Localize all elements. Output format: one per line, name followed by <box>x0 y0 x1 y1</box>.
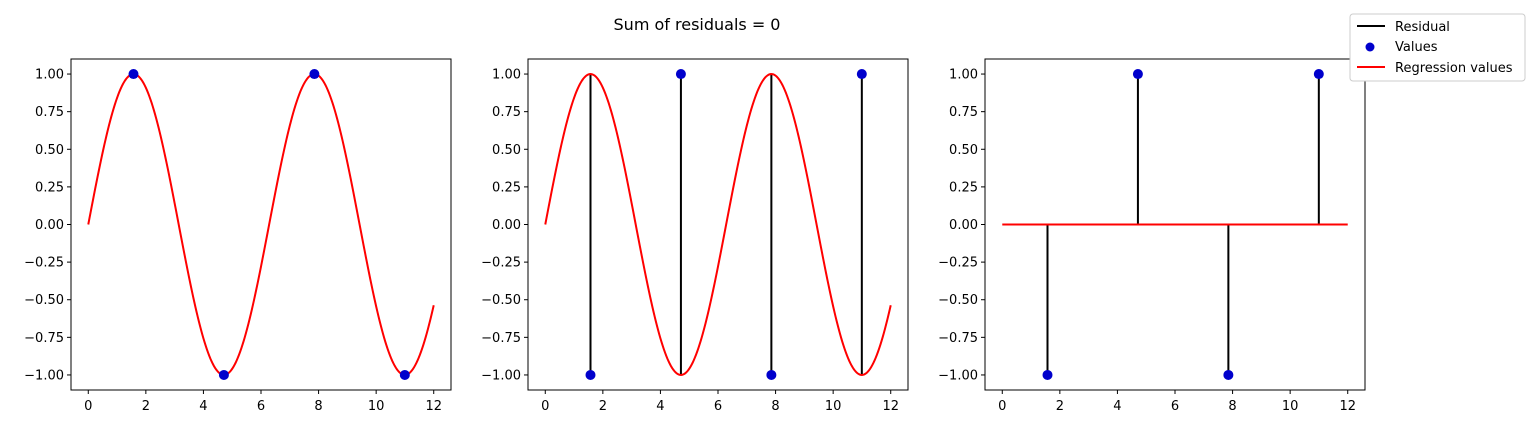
y-tick-label: −0.50 <box>938 293 978 308</box>
y-tick-label: −0.25 <box>24 256 64 271</box>
y-tick-label: 0.00 <box>949 218 978 233</box>
legend-label-values: Values <box>1395 40 1438 55</box>
regression-curve <box>544 73 892 376</box>
data-point <box>856 69 867 80</box>
y-tick-label: −1.00 <box>481 368 521 383</box>
y-tick-label: −1.00 <box>938 368 978 383</box>
subplot-3: 0 2 4 6 8 10 12 −1.00 −0.75 −0.50 −0.25 0.00 0.25 0.5… <box>938 58 1366 414</box>
x-tick-label: 6 <box>1171 399 1179 414</box>
x-tick-label: 6 <box>714 399 722 414</box>
y-tick-label: −0.50 <box>24 293 64 308</box>
y-tick-label: 1.00 <box>949 68 978 83</box>
y-tick-label: 0.00 <box>492 218 521 233</box>
x-tick-label: 2 <box>142 399 150 414</box>
data-point <box>1042 369 1053 380</box>
data-point <box>766 369 777 380</box>
x-tick-label: 4 <box>199 399 207 414</box>
data-point <box>1132 69 1143 80</box>
legend-label-regression: Regression values <box>1395 61 1513 76</box>
data-point <box>128 69 139 80</box>
y-tick-label: −0.75 <box>938 331 978 346</box>
x-tick-label: 0 <box>84 399 92 414</box>
y-tick-label: −1.00 <box>24 368 64 383</box>
y-tick-label: 1.00 <box>492 68 521 83</box>
axes-frame <box>527 58 909 391</box>
legend-swatch-values <box>1365 42 1375 52</box>
x-tick-label: 8 <box>314 399 322 414</box>
x-tick-label: 12 <box>425 399 442 414</box>
plot-area <box>1002 74 1348 375</box>
subplot-1: 0 2 4 6 8 10 12 −1.00 −0.75 −0.50 −0.25 0.00 0.25 0.5… <box>24 58 452 414</box>
legend-label-residual: Residual <box>1395 20 1450 35</box>
y-tick-label: 1.00 <box>35 68 64 83</box>
figure-title: Sum of residuals = 0 <box>614 15 781 34</box>
data-point <box>309 69 320 80</box>
y-tick-label: 0.50 <box>949 143 978 158</box>
x-tick-label: 8 <box>771 399 779 414</box>
y-tick-label: −0.75 <box>481 331 521 346</box>
y-tick-label: 0.25 <box>949 180 978 195</box>
y-tick-label: 0.75 <box>949 105 978 120</box>
data-point <box>399 369 410 380</box>
y-tick-label: 0.50 <box>35 143 64 158</box>
x-tick-label: 4 <box>656 399 664 414</box>
y-tick-label: −0.25 <box>938 256 978 271</box>
regression-curve <box>87 73 435 376</box>
x-tick-label: 10 <box>1282 399 1299 414</box>
data-point <box>218 369 229 380</box>
plot-area <box>544 73 892 376</box>
x-tick-label: 2 <box>1056 399 1064 414</box>
legend: Residual Values Regression values <box>1349 13 1526 82</box>
axes-frame <box>70 58 452 391</box>
y-tick-label: −0.50 <box>481 293 521 308</box>
x-tick-label: 10 <box>825 399 842 414</box>
data-point <box>585 369 596 380</box>
data-point <box>1313 69 1324 80</box>
plot-area <box>87 73 435 376</box>
x-tick-label: 6 <box>257 399 265 414</box>
x-tick-label: 4 <box>1113 399 1121 414</box>
subplot-2: 0 2 4 6 8 10 12 −1.00 −0.75 −0.50 −0.25 0.00 0.25 0.5… <box>481 58 909 414</box>
x-tick-label: 2 <box>599 399 607 414</box>
x-tick-label: 8 <box>1228 399 1236 414</box>
x-tick-label: 12 <box>1339 399 1356 414</box>
data-point <box>1223 369 1234 380</box>
y-tick-label: 0.25 <box>492 180 521 195</box>
x-tick-label: 10 <box>368 399 385 414</box>
x-tick-label: 0 <box>998 399 1006 414</box>
y-tick-label: 0.00 <box>35 218 64 233</box>
y-tick-label: −0.75 <box>24 331 64 346</box>
data-point <box>675 69 686 80</box>
y-tick-label: 0.25 <box>35 180 64 195</box>
y-tick-label: 0.50 <box>492 143 521 158</box>
y-tick-label: −0.25 <box>481 256 521 271</box>
y-tick-label: 0.75 <box>492 105 521 120</box>
x-tick-label: 0 <box>541 399 549 414</box>
y-tick-label: 0.75 <box>35 105 64 120</box>
x-tick-label: 12 <box>882 399 899 414</box>
legend-box <box>1349 13 1526 82</box>
